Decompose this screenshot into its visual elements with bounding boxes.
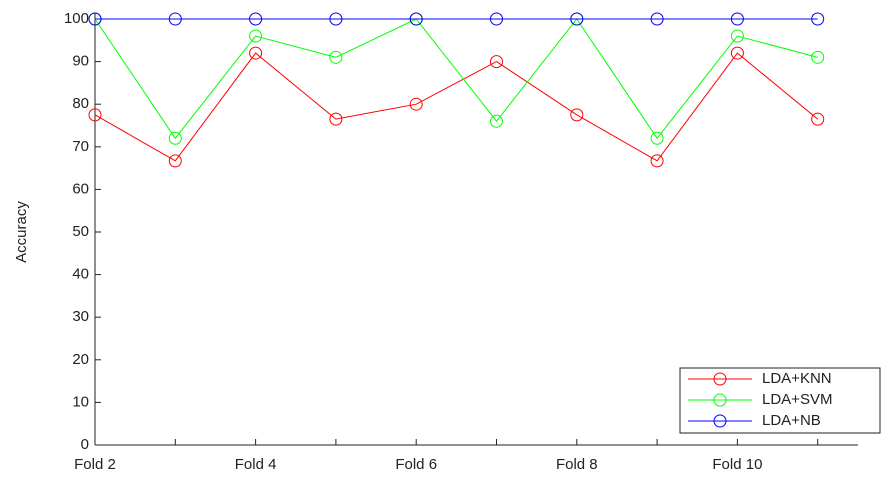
- legend-marker: [713, 414, 727, 428]
- y-tick-label: 60: [72, 180, 89, 197]
- marker: [249, 29, 263, 43]
- marker: [650, 154, 664, 168]
- marker: [329, 12, 343, 26]
- legend-label: LDA+NB: [762, 412, 821, 429]
- y-tick-label: 50: [72, 223, 89, 240]
- marker: [490, 114, 503, 128]
- marker: [730, 12, 744, 26]
- marker: [490, 55, 503, 69]
- marker: [168, 154, 182, 168]
- y-tick-label: 90: [72, 53, 89, 70]
- marker: [730, 46, 744, 60]
- marker: [88, 108, 102, 122]
- marker: [88, 12, 102, 26]
- marker: [811, 112, 825, 126]
- marker: [650, 131, 664, 145]
- y-tick-label: 30: [72, 308, 89, 325]
- x-tick-label: Fold 2: [74, 456, 116, 473]
- series-line: [94, 18, 818, 140]
- marker: [329, 112, 343, 126]
- y-tick-label: 20: [72, 351, 89, 368]
- marker: [490, 12, 503, 26]
- marker: [409, 12, 423, 26]
- y-tick-label: 100: [64, 10, 89, 27]
- y-tick-label: 40: [72, 266, 89, 283]
- marker: [730, 29, 744, 43]
- y-tick-label: 70: [72, 138, 89, 155]
- legend-label: LDA+SVM: [762, 391, 832, 408]
- series-line: [94, 52, 819, 162]
- y-axis-label: Accuracy: [13, 201, 30, 263]
- legend-label: LDA+KNN: [762, 370, 832, 387]
- marker: [570, 12, 584, 26]
- x-tick-label: Fold 4: [235, 456, 277, 473]
- legend-marker: [713, 393, 727, 407]
- marker: [168, 12, 182, 26]
- legend-marker: [713, 372, 727, 386]
- x-tick-label: Fold 8: [556, 456, 598, 473]
- x-tick-label: Fold 10: [712, 456, 762, 473]
- x-tick-label: Fold 6: [395, 456, 437, 473]
- y-tick-label: 10: [72, 393, 89, 410]
- marker: [249, 46, 263, 60]
- marker: [409, 97, 423, 111]
- marker: [168, 131, 182, 145]
- marker: [650, 12, 664, 26]
- marker: [249, 12, 263, 26]
- marker: [811, 50, 825, 64]
- y-tick-label: 80: [72, 95, 89, 112]
- marker: [811, 12, 825, 26]
- marker: [570, 108, 584, 122]
- y-tick-label: 0: [81, 436, 89, 453]
- marker: [329, 50, 343, 64]
